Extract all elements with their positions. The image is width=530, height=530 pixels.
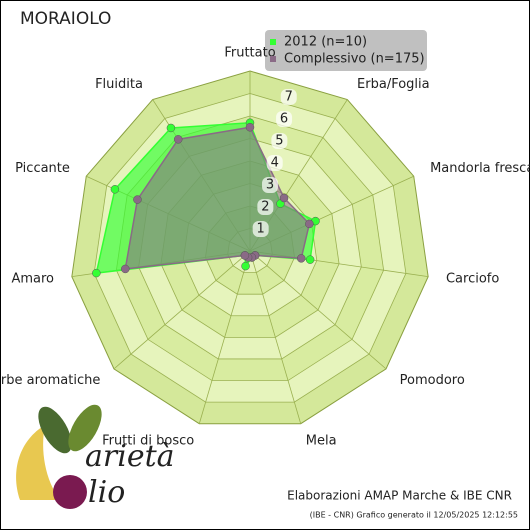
footer: Elaborazioni AMAP Marche & IBE CNR <box>287 489 512 503</box>
logo-text: arietà <box>85 439 175 474</box>
axis-label: Fluidita <box>95 77 143 92</box>
tick-bg <box>276 110 293 127</box>
r-tick-label: 4 <box>271 155 279 170</box>
tick-bg <box>280 88 297 105</box>
tick-bg <box>257 198 274 215</box>
spoke <box>113 250 251 370</box>
spoke <box>249 250 387 370</box>
axis-label: Piccante <box>15 161 70 176</box>
logo-leaf <box>38 406 72 454</box>
r-tick-label: 2 <box>261 199 269 214</box>
r-tick-label: 3 <box>266 177 274 192</box>
legend-label: 2012 (n=10) <box>284 35 367 50</box>
tick-bg <box>266 154 283 171</box>
data-point <box>166 123 176 133</box>
axis-label: Amaro <box>11 272 54 287</box>
logo-olive <box>53 475 87 509</box>
r-tick-label: 6 <box>280 111 288 126</box>
axis-label: Erbe aromatiche <box>0 373 100 388</box>
axis-label: Mela <box>306 433 337 448</box>
tick-bg <box>262 176 279 193</box>
tick-bg <box>271 132 288 149</box>
axis-label: Carciofo <box>446 272 499 287</box>
axis-label: Frutti di bosco <box>102 433 194 448</box>
logo-text: lio <box>88 475 125 510</box>
data-point <box>92 268 101 278</box>
legend-swatch <box>270 39 276 45</box>
spoke <box>198 250 251 424</box>
data-point <box>245 123 255 132</box>
axis-label: Erba/Foglia <box>357 77 430 92</box>
axis-label: Pomodoro <box>400 373 465 388</box>
data-point <box>121 264 130 274</box>
data-point <box>279 193 289 203</box>
legend-label: Complessivo (n=175) <box>284 52 425 67</box>
r-tick-label: 1 <box>257 221 265 236</box>
data-point <box>296 254 306 263</box>
data-point <box>110 185 120 194</box>
r-tick-label: 5 <box>275 133 283 148</box>
legend-swatch <box>270 56 276 62</box>
logo: arietà lio <box>16 404 175 510</box>
data-point <box>241 261 250 271</box>
axis-label: Mandorla fresca <box>430 161 530 176</box>
logo-shape <box>16 425 60 500</box>
legend-box <box>265 30 427 71</box>
data-point <box>173 135 183 144</box>
data-point <box>305 219 314 229</box>
tick-bg <box>252 220 269 237</box>
r-tick-label: 7 <box>285 89 293 104</box>
logo-leaf <box>68 404 102 452</box>
chart-title: MORAIOLO <box>20 9 111 29</box>
data-point <box>133 195 142 204</box>
data-point <box>305 255 315 264</box>
footnote: (IBE - CNR) Grafico generato il 12/05/20… <box>310 511 518 520</box>
axis-label: Fruttato <box>224 46 275 61</box>
data-point <box>240 251 250 260</box>
spoke <box>249 250 302 424</box>
